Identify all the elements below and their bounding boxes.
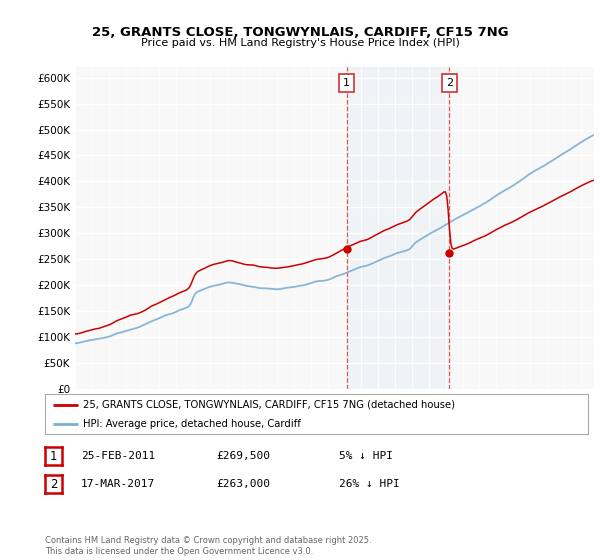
Text: 5% ↓ HPI: 5% ↓ HPI: [339, 451, 393, 461]
Bar: [347, 67, 449, 389]
Text: 2: 2: [446, 78, 453, 88]
Text: Price paid vs. HM Land Registry's House Price Index (HPI): Price paid vs. HM Land Registry's House …: [140, 38, 460, 48]
Text: 25, GRANTS CLOSE, TONGWYNLAIS, CARDIFF, CF15 7NG: 25, GRANTS CLOSE, TONGWYNLAIS, CARDIFF, …: [92, 26, 508, 39]
Text: Contains HM Land Registry data © Crown copyright and database right 2025.
This d: Contains HM Land Registry data © Crown c…: [45, 536, 371, 556]
Text: £263,000: £263,000: [216, 479, 270, 489]
Text: 25-FEB-2011: 25-FEB-2011: [81, 451, 155, 461]
Text: 1: 1: [50, 450, 57, 463]
Text: HPI: Average price, detached house, Cardiff: HPI: Average price, detached house, Card…: [83, 419, 301, 429]
Text: 26% ↓ HPI: 26% ↓ HPI: [339, 479, 400, 489]
Text: 17-MAR-2017: 17-MAR-2017: [81, 479, 155, 489]
Text: £269,500: £269,500: [216, 451, 270, 461]
Text: 1: 1: [343, 78, 350, 88]
Text: 25, GRANTS CLOSE, TONGWYNLAIS, CARDIFF, CF15 7NG (detached house): 25, GRANTS CLOSE, TONGWYNLAIS, CARDIFF, …: [83, 400, 455, 410]
Text: 2: 2: [50, 478, 57, 491]
